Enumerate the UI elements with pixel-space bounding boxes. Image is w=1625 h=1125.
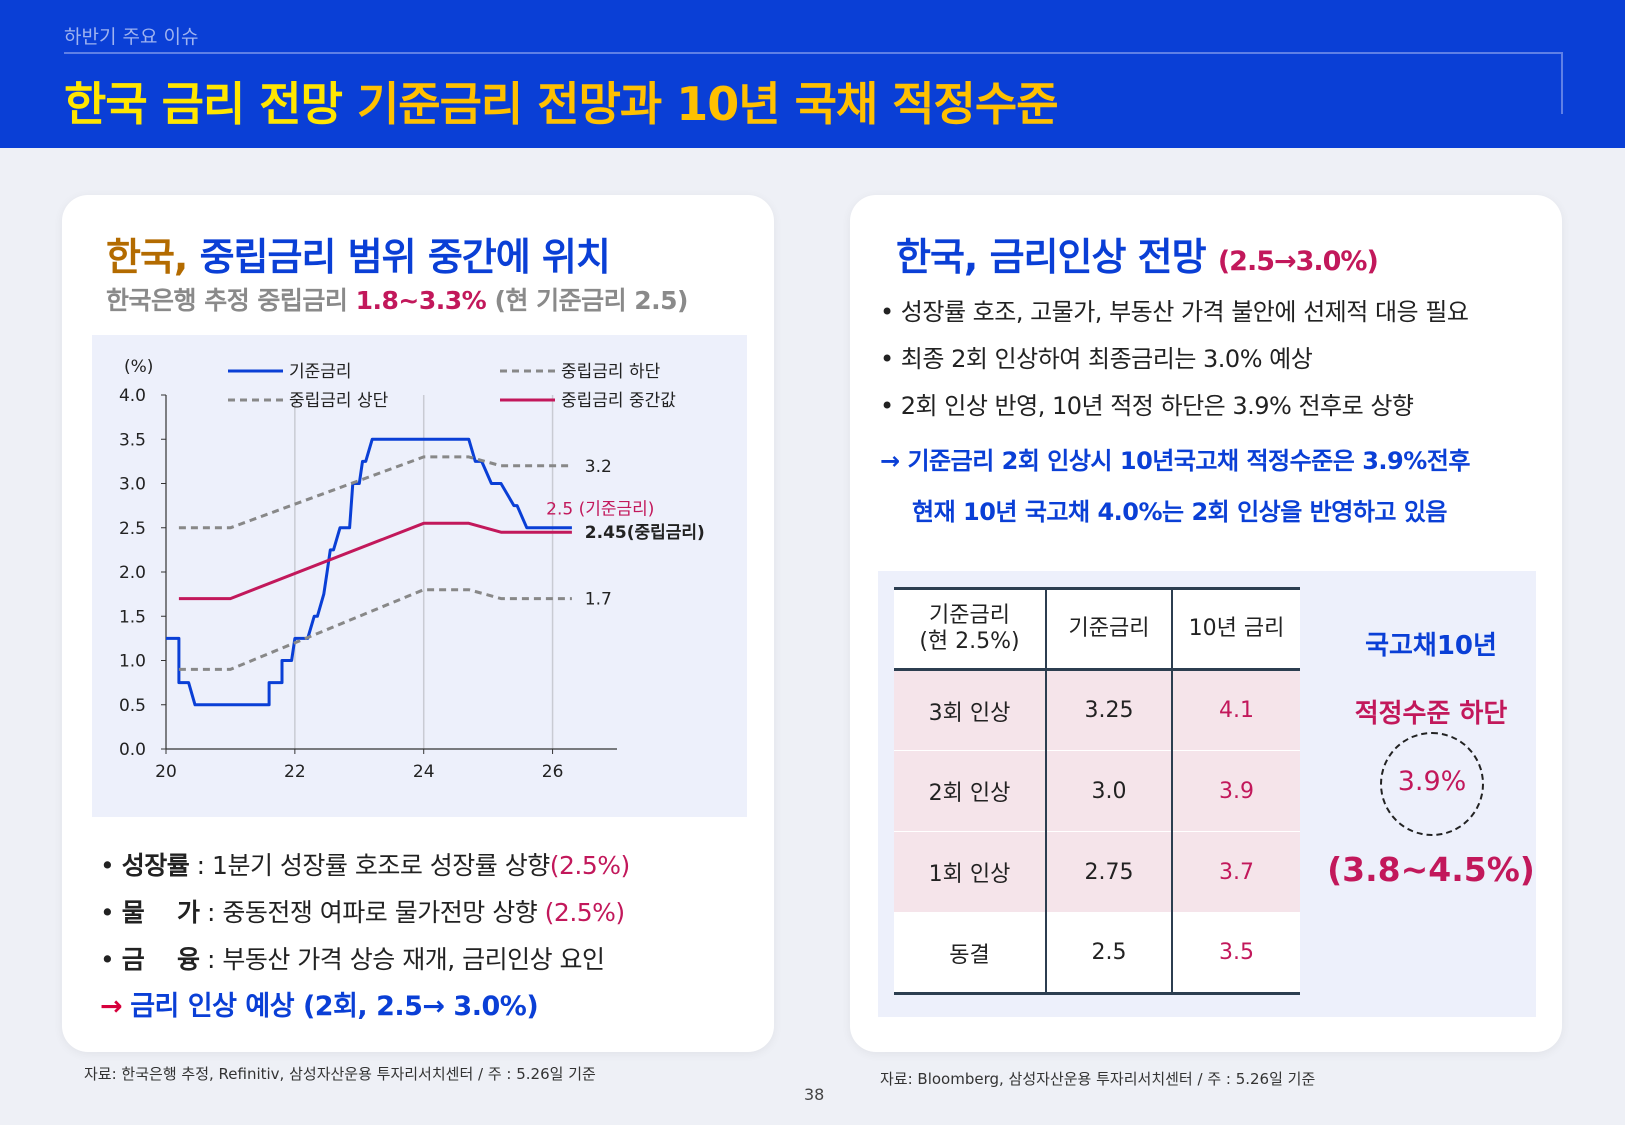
left-subheading-prefix: 한국은행 추정 중립금리 bbox=[106, 286, 348, 315]
left-source: 자료: 한국은행 추정, Refinitiv, 삼성자산운용 투자리서치센터 /… bbox=[84, 1065, 596, 1083]
table-row: 동결 2.5 3.5 bbox=[894, 912, 1300, 995]
x-tick-label: 22 bbox=[284, 762, 306, 782]
right-bullet: • 최종 2회 인상하여 최종금리는 3.0% 예상 bbox=[880, 345, 1313, 373]
header-banner: 하반기 주요 이슈 한국 금리 전망 기준금리 전망과 10년 국채 적정수준 bbox=[0, 0, 1625, 148]
right-bullets: • 성장률 호조, 고물가, 부동산 가격 불안에 선제적 대응 필요 • 최종… bbox=[880, 289, 1469, 430]
scenario-table: 기준금리 (현 2.5%) 기준금리 10년 금리 3회 인상 3.25 4.1… bbox=[894, 587, 1300, 995]
side-title: 국고채10년 bbox=[1365, 631, 1497, 661]
right-heading-text: 한국, 금리인상 전망 bbox=[896, 235, 1207, 279]
left-heading: 한국, 중립금리 범위 중간에 위치 bbox=[106, 226, 611, 281]
side-range: (3.8~4.5%) bbox=[1327, 850, 1535, 889]
y-tick-label: 1.5 bbox=[119, 607, 146, 627]
data-label: 1.7 bbox=[585, 590, 612, 610]
x-tick-label: 20 bbox=[155, 762, 177, 782]
y-tick-label: 2.5 bbox=[119, 519, 146, 539]
data-label: 3.2 bbox=[585, 457, 612, 477]
left-heading-country: 한국, bbox=[106, 235, 188, 279]
scenario-cell: 동결 bbox=[894, 912, 1046, 995]
chart-panel: 0.0 0.5 1.0 1.5 2.0 2.5 3.0 3.5 4.0 20 22 24 26 (%) 기준… bbox=[92, 335, 747, 817]
base-rate-cell: 3.25 bbox=[1045, 669, 1172, 751]
bullet-label: 성장률 bbox=[121, 851, 190, 880]
table-header-ten-year: 10년 금리 bbox=[1171, 587, 1300, 671]
scenario-cell: 3회 인상 bbox=[894, 669, 1046, 751]
scenario-cell: 1회 인상 bbox=[894, 831, 1046, 913]
highlight-circle bbox=[1380, 732, 1484, 836]
table-row: 1회 인상 2.75 3.7 bbox=[894, 831, 1300, 913]
scenario-cell: 2회 인상 bbox=[894, 750, 1046, 832]
left-conclusion-text: 금리 인상 예상 (2회, 2.5→ 3.0%) bbox=[130, 991, 539, 1022]
bullet-text: : 1분기 성장률 호조로 성장률 상향 bbox=[196, 851, 551, 880]
legend-label: 기준금리 bbox=[289, 362, 352, 382]
table-row: 2회 인상 3.0 3.9 bbox=[894, 750, 1300, 832]
legend-label: 중립금리 하단 bbox=[561, 362, 661, 382]
data-label: 2.5 (기준금리) bbox=[546, 499, 654, 519]
right-bullet: • 2회 인상 반영, 10년 적정 하단은 3.9% 전후로 상향 bbox=[880, 392, 1414, 420]
bullet-value: (2.5%) bbox=[549, 851, 631, 880]
ten-year-cell: 3.9 bbox=[1171, 750, 1300, 832]
table-row: 3회 인상 3.25 4.1 bbox=[894, 669, 1300, 751]
ten-year-cell: 4.1 bbox=[1171, 669, 1300, 751]
right-bullet: • 성장률 호조, 고물가, 부동산 가격 불안에 선제적 대응 필요 bbox=[880, 298, 1469, 326]
y-tick-label: 1.0 bbox=[119, 652, 146, 672]
right-heading: 한국, 금리인상 전망 (2.5→3.0%) bbox=[896, 226, 1379, 281]
x-tick-label: 26 bbox=[542, 762, 564, 782]
left-bullet: • 금 융 : 부동산 가격 상승 재개, 금리인상 요인 bbox=[100, 945, 605, 974]
left-subheading-range: 1.8~3.3% bbox=[355, 286, 487, 315]
bullet-value: (2.5%) bbox=[544, 898, 626, 927]
title-sub: 기준금리 전망과 10년 국채 적정수준 bbox=[356, 77, 1059, 131]
header-rule-end bbox=[1561, 52, 1563, 114]
legend-label: 중립금리 상단 bbox=[289, 391, 389, 411]
series-line bbox=[178, 521, 572, 601]
left-subheading: 한국은행 추정 중립금리 1.8~3.3% (현 기준금리 2.5) bbox=[106, 281, 688, 317]
bullet-text: : 중동전쟁 여파로 물가전망 상향 bbox=[206, 898, 538, 927]
left-bullet: • 성장률 : 1분기 성장률 호조로 성장률 상향(2.5%) bbox=[100, 851, 631, 880]
y-tick-label: 4.0 bbox=[119, 386, 146, 406]
bullet-label: 금 융 bbox=[121, 945, 200, 974]
title-main: 한국 금리 전망 bbox=[64, 77, 343, 131]
base-rate-cell: 2.5 bbox=[1045, 912, 1172, 995]
y-unit-label: (%) bbox=[124, 357, 153, 377]
header-rule bbox=[64, 52, 1562, 54]
y-tick-label: 3.0 bbox=[119, 475, 146, 495]
rate-chart: 0.0 0.5 1.0 1.5 2.0 2.5 3.0 3.5 4.0 20 22 24 26 (%) 기준… bbox=[119, 357, 705, 782]
legend-label: 중립금리 중간값 bbox=[561, 391, 676, 411]
right-conclusion-line1: → 기준금리 2회 인상시 10년국고채 적정수준은 3.9%전후 bbox=[880, 447, 1470, 475]
page-title: 한국 금리 전망 기준금리 전망과 10년 국채 적정수준 bbox=[64, 68, 1059, 134]
table-header-base: 기준금리 bbox=[1045, 587, 1172, 671]
bullet-label: 물 가 bbox=[121, 898, 200, 927]
left-conclusion: → 금리 인상 예상 (2회, 2.5→ 3.0%) bbox=[100, 983, 630, 1030]
left-subheading-suffix: (현 기준금리 2.5) bbox=[494, 286, 688, 315]
ten-year-cell: 3.5 bbox=[1171, 912, 1300, 995]
data-label: 2.45(중립금리) bbox=[585, 523, 705, 543]
y-tick-label: 3.5 bbox=[119, 430, 146, 450]
y-tick-label: 2.0 bbox=[119, 563, 146, 583]
x-tick-label: 24 bbox=[413, 762, 435, 782]
page-number: 38 bbox=[804, 1085, 825, 1104]
conclusion-arrow-icon: → bbox=[100, 991, 123, 1022]
base-rate-cell: 3.0 bbox=[1045, 750, 1172, 832]
left-bullets: • 성장률 : 1분기 성장률 호조로 성장률 상향(2.5%) • 물 가 :… bbox=[100, 842, 630, 1030]
right-conclusion-line2: 현재 10년 국고채 4.0%는 2회 인상을 반영하고 있음 bbox=[912, 498, 1448, 526]
series-line bbox=[178, 455, 572, 530]
right-source: 자료: Bloomberg, 삼성자산운용 투자리서치센터 / 주 : 5.26… bbox=[880, 1070, 1316, 1088]
side-subtitle: 적정수준 하단 bbox=[1354, 699, 1508, 729]
y-tick-label: 0.0 bbox=[119, 740, 146, 760]
side-value: 3.9% bbox=[1397, 766, 1467, 797]
series-line bbox=[178, 588, 572, 671]
left-bullet: • 물 가 : 중동전쟁 여파로 물가전망 상향 (2.5%) bbox=[100, 898, 626, 927]
left-heading-text: 중립금리 범위 중간에 위치 bbox=[199, 235, 611, 279]
bullet-text: : 부동산 가격 상승 재개, 금리인상 요인 bbox=[206, 945, 605, 974]
section-label: 하반기 주요 이슈 bbox=[64, 26, 199, 48]
y-tick-label: 0.5 bbox=[119, 696, 146, 716]
right-heading-range: (2.5→3.0%) bbox=[1217, 246, 1379, 277]
table-header-scenario: 기준금리 (현 2.5%) bbox=[894, 587, 1046, 671]
series-line bbox=[166, 437, 572, 707]
base-rate-cell: 2.75 bbox=[1045, 831, 1172, 913]
table-header-row: 기준금리 (현 2.5%) 기준금리 10년 금리 bbox=[894, 587, 1300, 671]
ten-year-cell: 3.7 bbox=[1171, 831, 1300, 913]
